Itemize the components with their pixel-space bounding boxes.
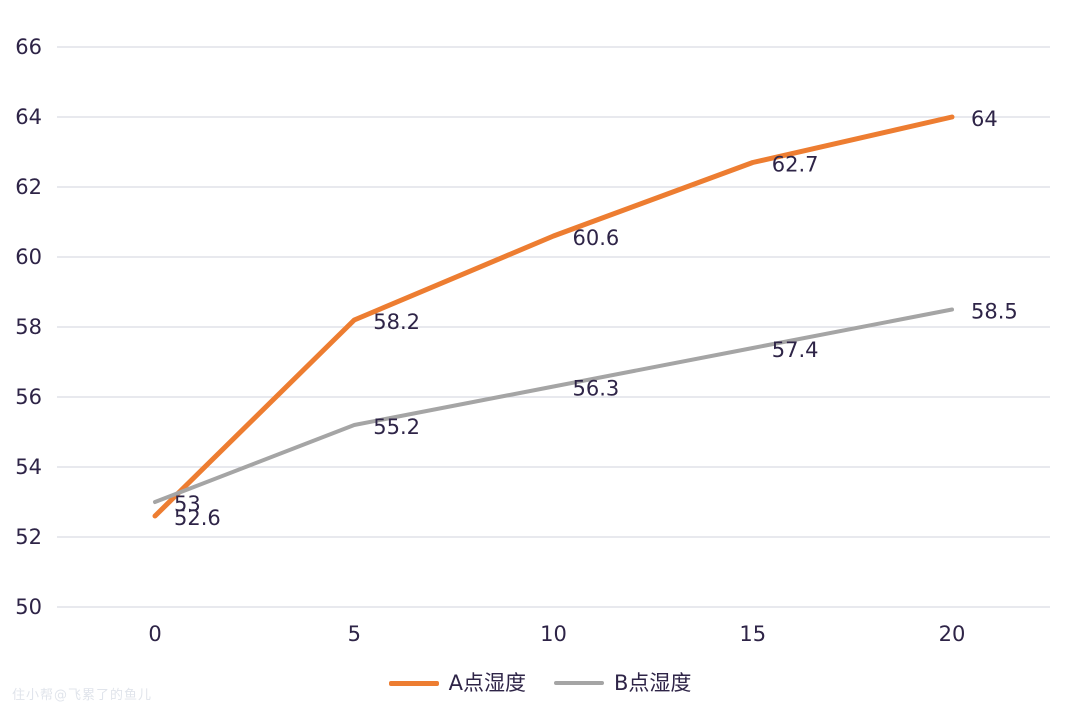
legend-line-swatch-a	[388, 680, 439, 686]
watermark: 住小帮@飞累了的鱼儿	[12, 688, 153, 703]
y-axis-tick-label: 56	[15, 385, 42, 409]
series-line-b	[153, 307, 954, 504]
y-axis-tick-label: 64	[15, 105, 42, 129]
series-line-a	[152, 114, 955, 519]
legend-item-series-a: A点湿度	[388, 670, 526, 695]
legend: A点湿度 B点湿度	[0, 663, 1080, 703]
x-axis-tick-label: 20	[939, 622, 966, 646]
data-label: 57.4	[772, 338, 819, 362]
legend-label-b: B点湿度	[613, 670, 692, 695]
x-axis-tick-label: 0	[148, 622, 161, 646]
y-axis-tick-label: 66	[15, 35, 42, 59]
y-axis-tick-label: 60	[15, 245, 42, 269]
data-label: 53	[174, 492, 201, 516]
data-label: 62.7	[772, 153, 819, 177]
data-label: 56.3	[573, 377, 620, 401]
legend-line-swatch-b	[553, 681, 604, 685]
y-axis-tick-label: 52	[15, 525, 42, 549]
y-axis-tick-label: 54	[15, 455, 42, 479]
x-axis-tick-label: 5	[348, 622, 361, 646]
legend-item-series-b: B点湿度	[553, 670, 692, 695]
y-axis-tick-label: 58	[15, 315, 42, 339]
data-label: 58.5	[971, 300, 1018, 324]
data-label: 52.6	[174, 506, 221, 530]
data-label: 60.6	[573, 226, 620, 250]
legend-label-a: A点湿度	[448, 670, 526, 695]
y-axis-tick-label: 50	[15, 595, 42, 619]
y-axis-tick-label: 62	[15, 175, 42, 199]
x-axis-tick-label: 15	[739, 622, 766, 646]
data-label: 64	[971, 107, 998, 131]
x-axis-tick-label: 10	[540, 622, 567, 646]
data-label: 55.2	[373, 415, 420, 439]
data-label: 58.2	[373, 310, 420, 334]
